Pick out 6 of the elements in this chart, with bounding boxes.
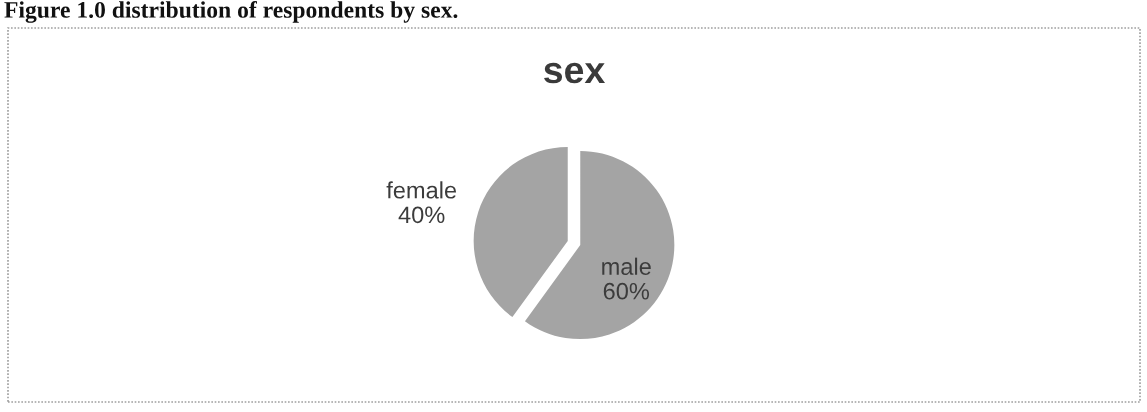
chart-title: sex bbox=[544, 62, 606, 84]
caption: Figure 1.0 distribution of respondents by sex. bbox=[4, 1, 458, 23]
data-label: 60% bbox=[603, 282, 650, 300]
slice-label: male bbox=[602, 257, 651, 275]
slice-label: female bbox=[386, 181, 457, 199]
data-label: 40% bbox=[398, 206, 445, 224]
